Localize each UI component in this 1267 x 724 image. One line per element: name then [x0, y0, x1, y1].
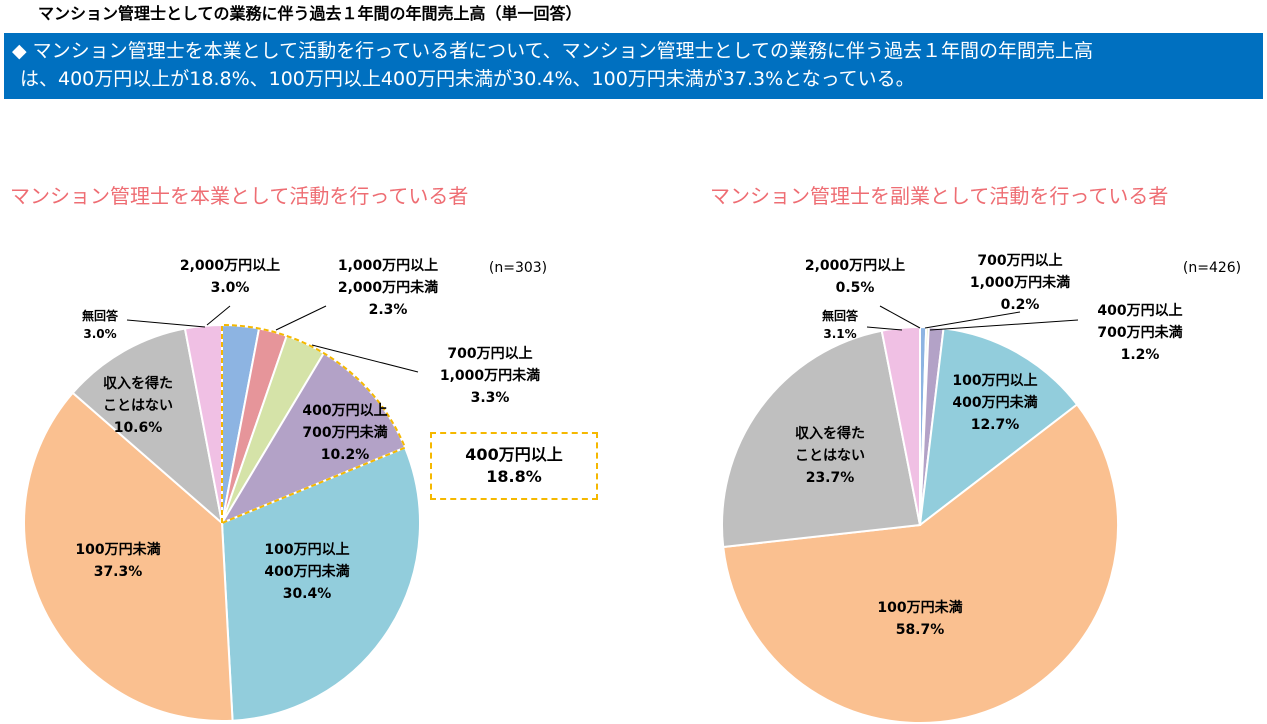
data-label-value-noanswer: 3.0%: [83, 327, 116, 341]
data-label-category-2000plus: 2,000万円以上: [805, 258, 905, 274]
pie-chart-0: 2,000万円以上 3.0% 1,000万円以上 2,000万円未満 2.3% 700万円…: [23, 258, 547, 722]
chart-title-side-job: マンション管理士を副業として活動を行っている者: [710, 184, 1169, 208]
data-label-category-noanswer: 無回答: [822, 308, 859, 323]
data-label-value-under100: 37.3%: [94, 564, 143, 580]
page-title: マンション管理士としての業務に伴う過去１年間の年間売上高（単一回答）: [38, 4, 582, 23]
pie-chart-1: 2,000万円以上 0.5% 700万円以上 1,000万円未満 0.2% 400万円以上…: [721, 253, 1241, 724]
data-label-category-100to400: 400万円未満: [264, 563, 349, 580]
data-label-category-400to700: 400万円以上: [302, 403, 387, 419]
callout-value: 18.8%: [486, 467, 542, 486]
data-label-value-100to400: 12.7%: [971, 417, 1020, 433]
data-label-value-under100: 58.7%: [896, 622, 945, 638]
data-label-value-noanswer: 3.1%: [823, 327, 856, 341]
pie-slice-none: [71, 327, 224, 526]
pie-slice-none: [721, 329, 922, 549]
pie-slice-100to400: [918, 327, 1079, 528]
pie-slice-under100: [23, 391, 234, 722]
data-label-category-none: 収入を得た: [103, 375, 173, 392]
summary-line-1: ◆ マンション管理士を本業として活動を行っている者について、マンション管理士とし…: [12, 40, 1094, 62]
summary-box: ◆ マンション管理士を本業として活動を行っている者について、マンション管理士とし…: [4, 33, 1263, 99]
data-label-value-400to700: 10.2%: [321, 447, 370, 463]
data-label-value-none: 23.7%: [806, 470, 855, 486]
data-label-category-100to400: 400万円未満: [952, 394, 1037, 411]
leader-line-1000to2000: [275, 305, 327, 331]
leader-line-2000plus: [206, 305, 231, 326]
data-label-category-none: ことはない: [795, 448, 865, 464]
leader-line-noanswer: [866, 326, 903, 331]
data-label-category-700to1000: 700万円以上: [447, 346, 532, 362]
pie-slice-under100: [722, 403, 1119, 724]
data-label-category-none: 収入を得た: [795, 425, 865, 442]
data-label-value-400to700: 1.2%: [1121, 347, 1160, 363]
data-label-value-700to1000: 0.2%: [1001, 297, 1040, 313]
data-label-category-1000to2000: 1,000万円以上: [338, 258, 438, 274]
leader-line-2000plus: [879, 305, 921, 329]
data-label-category-under100: 100万円未満: [877, 599, 962, 616]
summary-line-2: は、400万円以上が18.8%、100万円以上400万円未満が30.4%、100…: [20, 68, 915, 90]
data-label-value-2000plus: 3.0%: [211, 280, 250, 296]
data-label-category-100to400: 100万円以上: [264, 542, 349, 558]
data-label-value-100to400: 30.4%: [283, 586, 332, 602]
callout-label: 400万円以上: [465, 445, 563, 464]
highlight-callout-400plus: 400万円以上 18.8%: [430, 432, 598, 500]
leader-line-noanswer: [126, 319, 206, 328]
leader-line-400to700: [929, 319, 1079, 331]
sample-size-label: (n=303): [489, 260, 547, 276]
data-label-category-400to700: 700万円未満: [1097, 324, 1182, 341]
highlight-outline: [221, 323, 407, 525]
chart-title-main-job: マンション管理士を本業として活動を行っている者: [10, 184, 469, 208]
data-label-category-2000plus: 2,000万円以上: [180, 258, 280, 274]
data-label-category-100to400: 100万円以上: [952, 373, 1037, 389]
data-label-category-700to1000: 700万円以上: [977, 253, 1062, 269]
pie-slice-100to400: [220, 446, 421, 722]
pie-slice-noanswer: [183, 323, 223, 524]
data-label-category-under100: 100万円未満: [75, 541, 160, 558]
sample-size-label: (n=426): [1183, 260, 1241, 276]
data-label-value-2000plus: 0.5%: [836, 280, 875, 296]
data-label-category-700to1000: 1,000万円未満: [440, 367, 540, 384]
data-label-category-noanswer: 無回答: [82, 308, 119, 323]
data-label-value-none: 10.6%: [114, 420, 163, 436]
leader-line-700to1000: [924, 311, 1021, 329]
pie-slice-noanswer: [880, 325, 921, 526]
leader-line-700to1000: [311, 344, 419, 373]
data-label-category-700to1000: 1,000万円未満: [970, 274, 1070, 291]
data-label-category-1000to2000: 2,000万円未満: [338, 279, 438, 296]
data-label-category-none: ことはない: [103, 398, 173, 414]
data-label-category-400to700: 400万円以上: [1097, 303, 1182, 319]
data-label-category-400to700: 700万円未満: [302, 424, 387, 441]
data-label-value-1000to2000: 2.3%: [369, 302, 408, 318]
data-label-value-700to1000: 3.3%: [471, 390, 510, 406]
